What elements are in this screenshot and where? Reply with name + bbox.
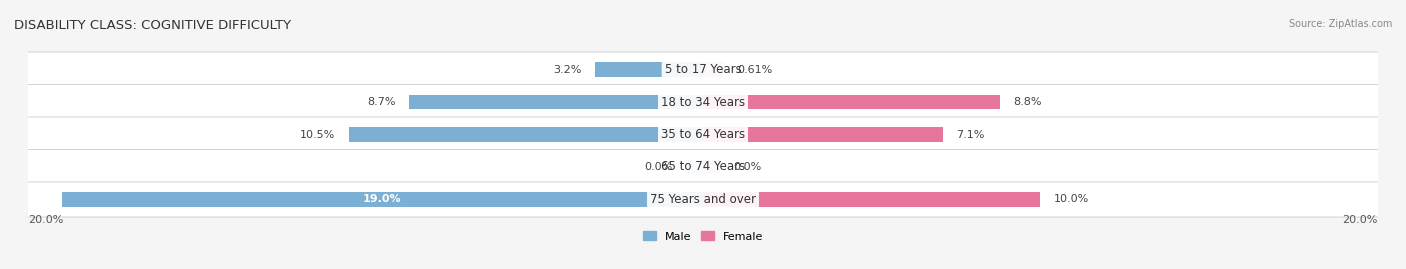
Text: 7.1%: 7.1% bbox=[956, 129, 984, 140]
Text: 3.2%: 3.2% bbox=[553, 65, 582, 75]
FancyBboxPatch shape bbox=[25, 84, 1381, 119]
Text: 20.0%: 20.0% bbox=[1343, 215, 1378, 225]
FancyBboxPatch shape bbox=[25, 117, 1381, 152]
Text: 8.7%: 8.7% bbox=[367, 97, 396, 107]
Text: 65 to 74 Years: 65 to 74 Years bbox=[661, 161, 745, 174]
Text: 19.0%: 19.0% bbox=[363, 194, 402, 204]
FancyBboxPatch shape bbox=[25, 52, 1381, 87]
FancyBboxPatch shape bbox=[25, 182, 1381, 217]
Text: 8.8%: 8.8% bbox=[1014, 97, 1042, 107]
Bar bbox=[703, 95, 1000, 109]
Text: DISABILITY CLASS: COGNITIVE DIFFICULTY: DISABILITY CLASS: COGNITIVE DIFFICULTY bbox=[14, 19, 291, 32]
FancyBboxPatch shape bbox=[25, 150, 1381, 185]
Bar bbox=[595, 62, 703, 77]
Bar bbox=[703, 62, 724, 77]
Text: 0.61%: 0.61% bbox=[737, 65, 772, 75]
Bar bbox=[409, 95, 703, 109]
Text: 0.0%: 0.0% bbox=[734, 162, 762, 172]
Bar bbox=[703, 192, 1040, 207]
Bar bbox=[686, 160, 703, 174]
Text: Source: ZipAtlas.com: Source: ZipAtlas.com bbox=[1288, 19, 1392, 29]
Text: 18 to 34 Years: 18 to 34 Years bbox=[661, 95, 745, 108]
Text: 10.5%: 10.5% bbox=[299, 129, 335, 140]
Text: 5 to 17 Years: 5 to 17 Years bbox=[665, 63, 741, 76]
Legend: Male, Female: Male, Female bbox=[638, 227, 768, 246]
Bar bbox=[703, 160, 720, 174]
Text: 75 Years and over: 75 Years and over bbox=[650, 193, 756, 206]
Text: 10.0%: 10.0% bbox=[1054, 194, 1090, 204]
Bar bbox=[349, 128, 703, 141]
Text: 35 to 64 Years: 35 to 64 Years bbox=[661, 128, 745, 141]
Text: 0.0%: 0.0% bbox=[644, 162, 672, 172]
Bar bbox=[62, 192, 703, 207]
Bar bbox=[703, 128, 942, 141]
Text: 20.0%: 20.0% bbox=[28, 215, 63, 225]
